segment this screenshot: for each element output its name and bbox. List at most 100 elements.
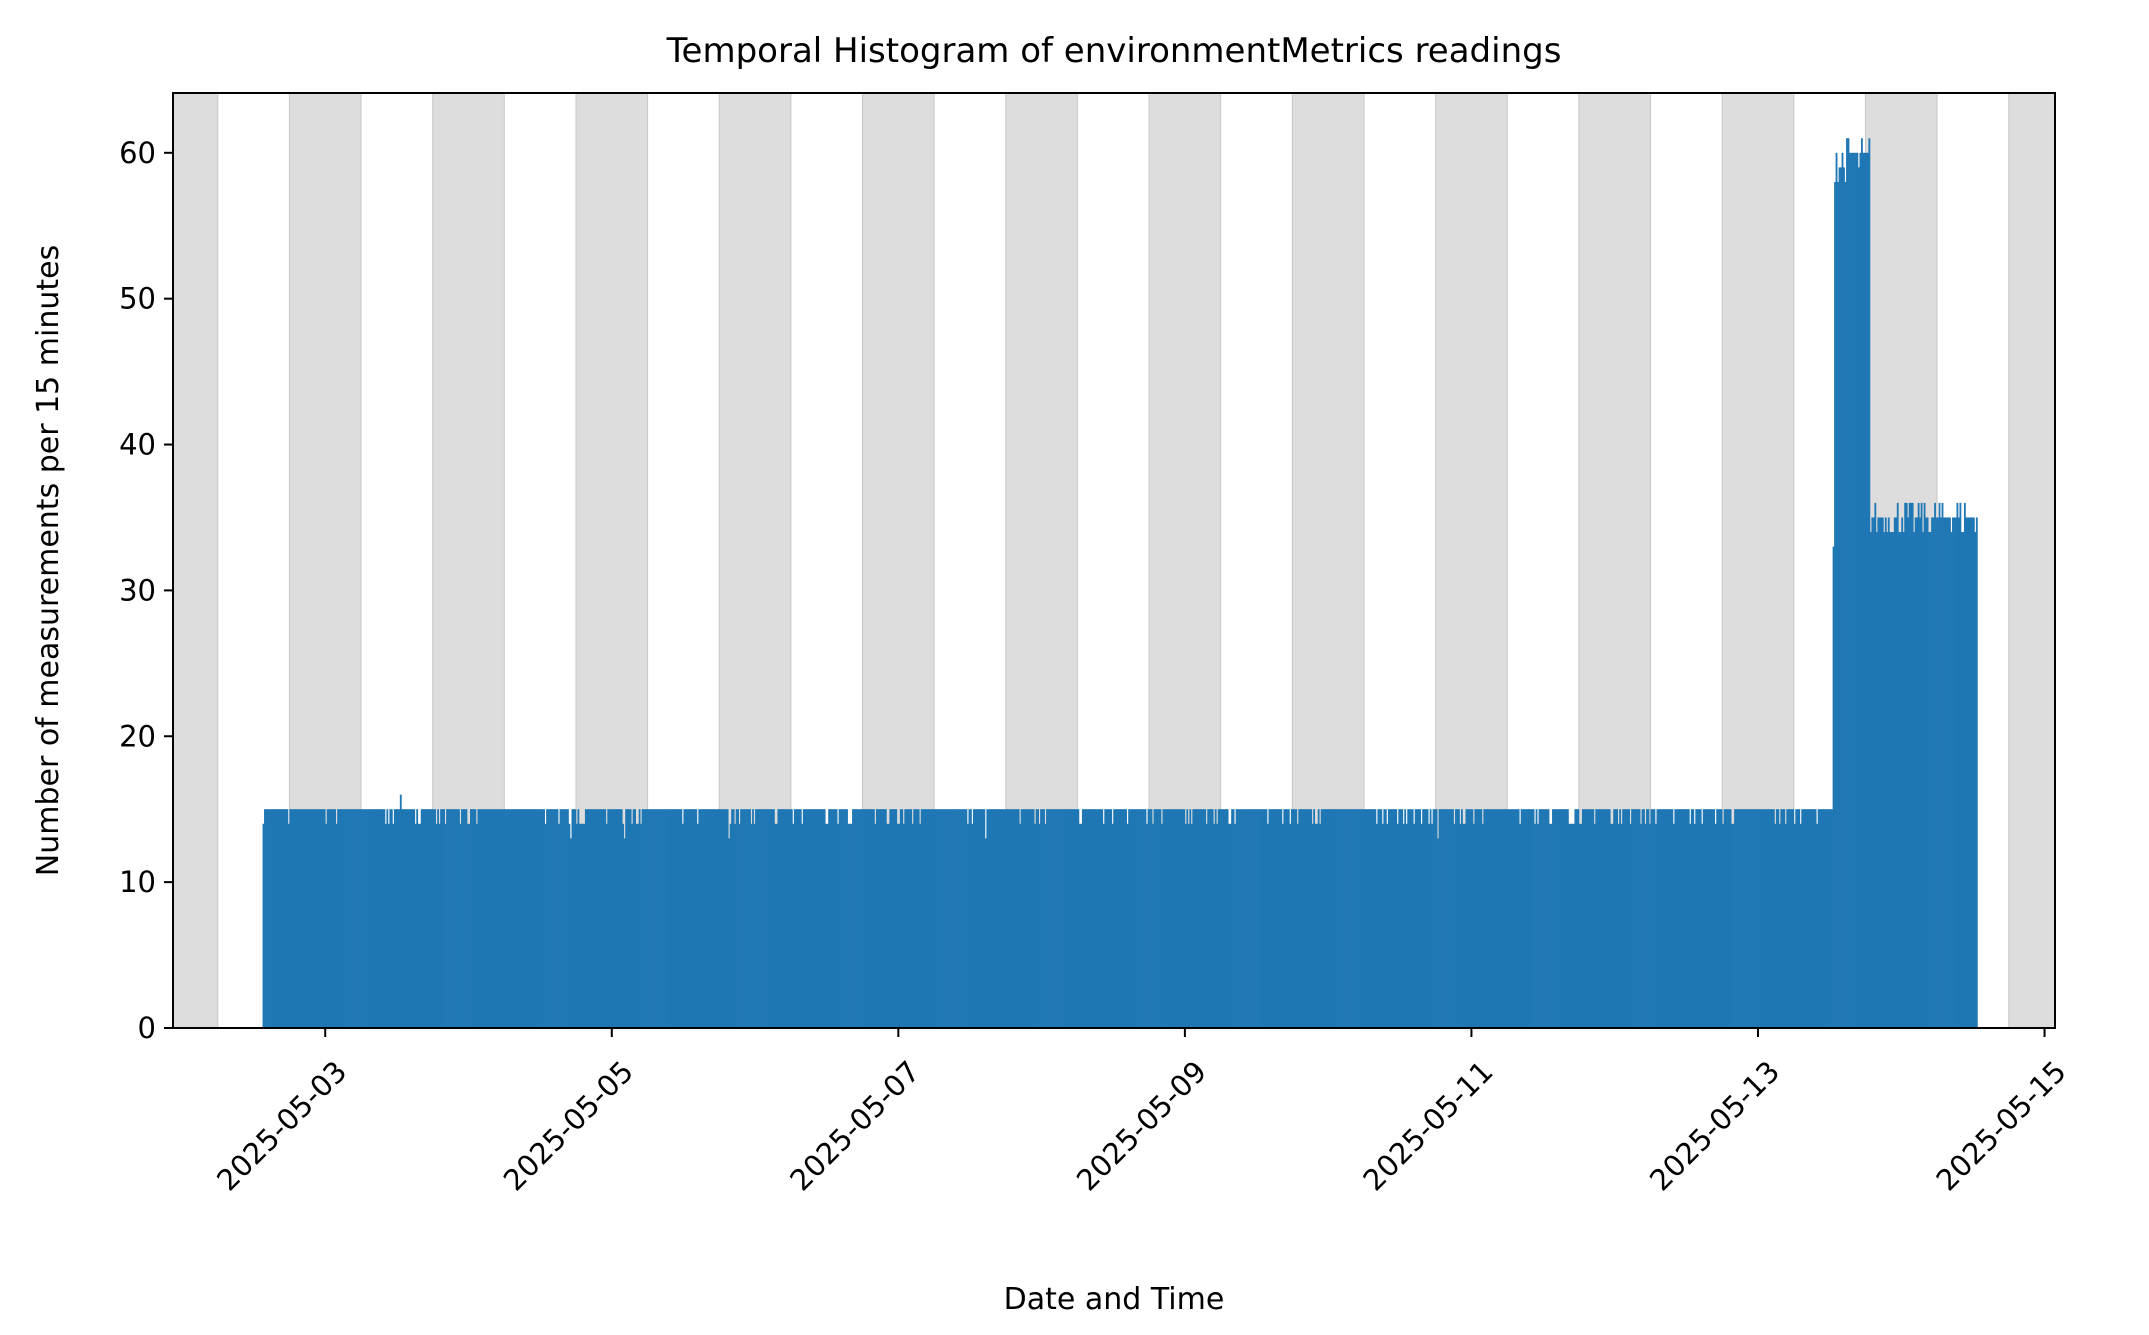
histogram-bar [1132, 809, 1135, 1028]
histogram-bar [1911, 502, 1914, 1028]
histogram-bar [1375, 823, 1378, 1028]
histogram-bar [1077, 809, 1080, 1028]
histogram-bar [395, 809, 398, 1028]
histogram-bar [559, 809, 562, 1028]
histogram-bar [1926, 517, 1929, 1028]
histogram-bar [501, 809, 504, 1028]
histogram-bar [902, 823, 905, 1028]
histogram-bar [1957, 517, 1960, 1028]
histogram-bar [1690, 809, 1693, 1028]
histogram-bar [1390, 809, 1393, 1028]
histogram-bar [1183, 809, 1186, 1028]
histogram-bar [1387, 809, 1390, 1028]
histogram-bar [581, 823, 584, 1028]
histogram-bar [1655, 823, 1657, 1028]
histogram-bar [414, 823, 417, 1028]
histogram-bar [1407, 809, 1410, 1028]
histogram-bar [1095, 809, 1098, 1028]
histogram-bar [528, 809, 531, 1028]
histogram-bar [868, 809, 871, 1028]
histogram-bar [720, 809, 723, 1028]
histogram-bar [1129, 809, 1132, 1028]
histogram-bar [998, 809, 1001, 1028]
histogram-bar [523, 809, 526, 1028]
histogram-bar [396, 809, 399, 1028]
histogram-bar [1423, 809, 1426, 1028]
histogram-bar [520, 809, 523, 1028]
histogram-bar [281, 809, 284, 1028]
histogram-bar [1729, 809, 1732, 1028]
histogram-bar [1028, 809, 1031, 1028]
histogram-bar [1843, 167, 1845, 1028]
histogram-bar [1529, 809, 1532, 1028]
histogram-bar [917, 809, 920, 1028]
histogram-bar [1240, 809, 1242, 1028]
histogram-bar [335, 823, 338, 1028]
histogram-bar [1186, 809, 1189, 1028]
histogram-bar [1940, 517, 1942, 1028]
histogram-bar [1178, 809, 1181, 1028]
histogram-bar [1502, 809, 1505, 1028]
histogram-bar [1189, 809, 1192, 1028]
histogram-bar [1546, 809, 1548, 1028]
histogram-bar [1446, 809, 1448, 1028]
histogram-bar [613, 809, 616, 1028]
histogram-bar [1892, 532, 1895, 1028]
histogram-bar [1595, 809, 1598, 1028]
histogram-bar [1707, 809, 1710, 1028]
histogram-bar [490, 809, 493, 1028]
histogram-bar [1944, 517, 1947, 1028]
histogram-bar [1305, 809, 1308, 1028]
histogram-bar [1804, 809, 1807, 1028]
histogram-bar [1917, 502, 1920, 1028]
histogram-bar [564, 809, 566, 1028]
histogram-bar [617, 809, 620, 1028]
histogram-bar [992, 809, 995, 1028]
histogram-bar [1966, 517, 1969, 1028]
histogram-bar [1946, 517, 1948, 1028]
histogram-bar [822, 809, 825, 1028]
histogram-bar [1316, 823, 1319, 1028]
histogram-bar [859, 809, 862, 1028]
histogram-bar [929, 809, 932, 1028]
histogram-bar [804, 809, 807, 1028]
histogram-bar [572, 809, 575, 1028]
histogram-bar [647, 809, 650, 1028]
histogram-bar [514, 809, 517, 1028]
histogram-bar [1298, 809, 1301, 1028]
histogram-bar [419, 823, 422, 1028]
histogram-bar [587, 809, 590, 1028]
histogram-bar [1177, 809, 1180, 1028]
y-tick-label: 30 [119, 573, 156, 607]
histogram-bar [765, 809, 768, 1028]
histogram-bar [737, 809, 739, 1028]
histogram-bar [935, 809, 938, 1028]
histogram-bar [1916, 517, 1919, 1028]
histogram-bar [1396, 823, 1399, 1028]
histogram-bar [322, 809, 325, 1028]
histogram-bar [1125, 809, 1128, 1028]
histogram-bar [1969, 517, 1972, 1028]
histogram-bar [353, 809, 356, 1028]
histogram-bar [405, 809, 408, 1028]
histogram-bar [1456, 809, 1459, 1028]
histogram-bar [1825, 809, 1827, 1028]
histogram-bar [1353, 809, 1356, 1028]
histogram-bar [1617, 823, 1620, 1028]
histogram-bar [1755, 809, 1757, 1028]
histogram-bar [1768, 809, 1771, 1028]
histogram-bar [1034, 823, 1036, 1028]
histogram-bar [293, 809, 296, 1028]
histogram-bar [925, 809, 928, 1028]
histogram-bar [531, 809, 534, 1028]
histogram-bar [1526, 809, 1529, 1028]
histogram-bar [1471, 809, 1474, 1028]
histogram-bar [1663, 809, 1666, 1028]
histogram-bar [1838, 167, 1841, 1028]
histogram-bar [1826, 809, 1829, 1028]
histogram-bar [1472, 823, 1475, 1028]
histogram-bar [262, 823, 265, 1028]
histogram-bar [1422, 809, 1425, 1028]
histogram-bar [1262, 809, 1265, 1028]
y-tick-label: 60 [119, 136, 156, 170]
